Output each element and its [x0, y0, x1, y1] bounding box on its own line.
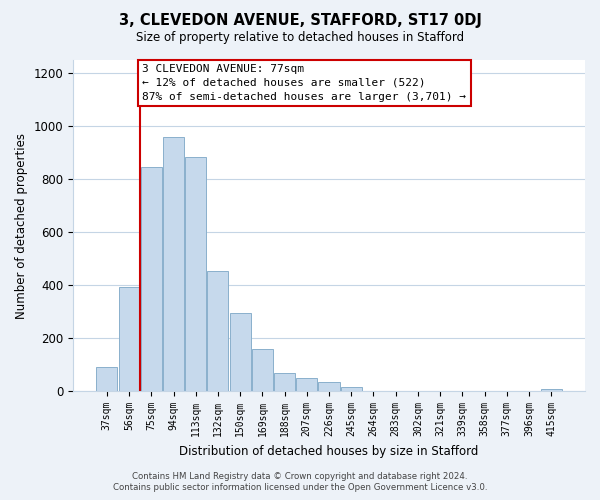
Bar: [296, 378, 317, 391]
Bar: [274, 372, 295, 391]
Bar: [341, 387, 362, 391]
Text: Size of property relative to detached houses in Stafford: Size of property relative to detached ho…: [136, 31, 464, 44]
Text: 3 CLEVEDON AVENUE: 77sqm
← 12% of detached houses are smaller (522)
87% of semi-: 3 CLEVEDON AVENUE: 77sqm ← 12% of detach…: [142, 64, 466, 102]
Bar: [541, 388, 562, 391]
Bar: [96, 368, 118, 391]
Text: Contains HM Land Registry data © Crown copyright and database right 2024.
Contai: Contains HM Land Registry data © Crown c…: [113, 472, 487, 492]
X-axis label: Distribution of detached houses by size in Stafford: Distribution of detached houses by size …: [179, 444, 479, 458]
Bar: [230, 313, 251, 391]
Bar: [185, 156, 206, 391]
Bar: [252, 349, 273, 391]
Bar: [141, 168, 162, 391]
Bar: [163, 137, 184, 391]
Text: 3, CLEVEDON AVENUE, STAFFORD, ST17 0DJ: 3, CLEVEDON AVENUE, STAFFORD, ST17 0DJ: [119, 12, 481, 28]
Bar: [208, 270, 229, 391]
Bar: [119, 286, 140, 391]
Y-axis label: Number of detached properties: Number of detached properties: [15, 132, 28, 318]
Bar: [319, 382, 340, 391]
